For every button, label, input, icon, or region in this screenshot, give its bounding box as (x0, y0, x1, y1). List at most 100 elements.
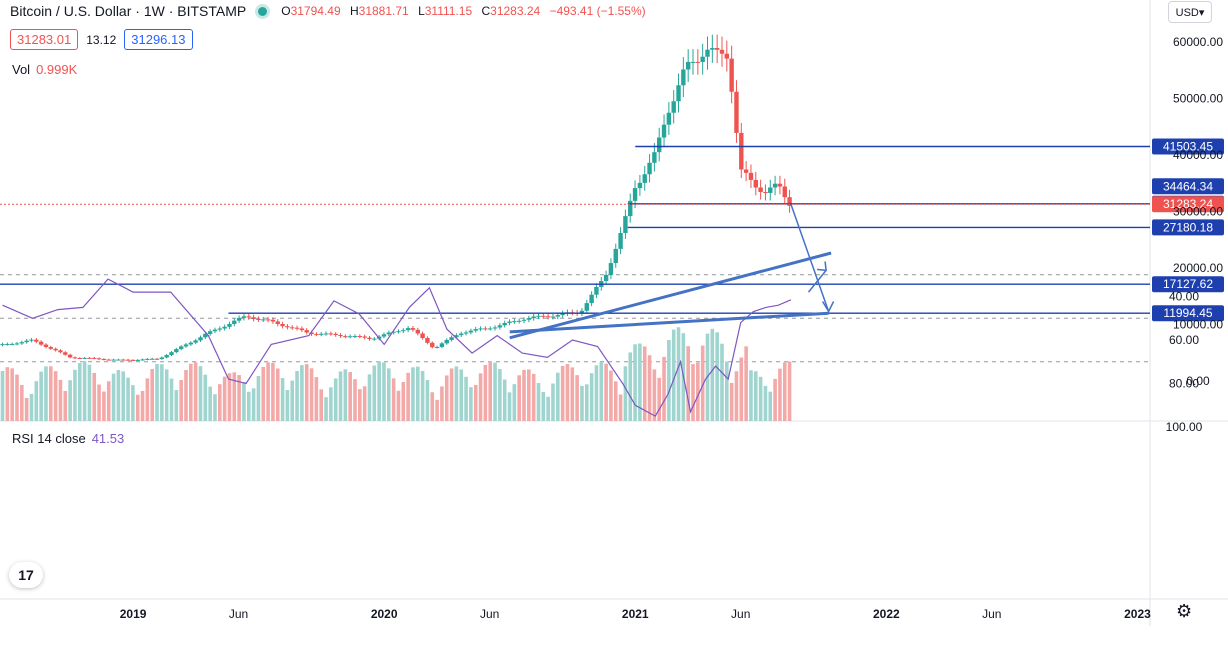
volume-bar-72 (348, 372, 352, 421)
candle-131 (632, 188, 638, 201)
candle-130 (628, 200, 633, 217)
candle-68 (328, 333, 334, 335)
candle-53 (256, 318, 261, 320)
time-tick-4: 2021 (622, 607, 649, 621)
volume-bar-83 (401, 382, 406, 421)
volume-bar-102 (493, 362, 497, 421)
candle-95 (459, 333, 464, 336)
candle-90 (434, 346, 440, 348)
rsi-label[interactable]: RSI 14 close (12, 431, 86, 446)
high-value: 31881.71 (358, 4, 409, 18)
volume-bar-138 (667, 339, 671, 421)
time-tick-3: Jun (480, 607, 499, 621)
volume-bar-124 (599, 361, 604, 421)
candle-23 (111, 359, 116, 361)
candle-111 (536, 315, 541, 317)
candle-1 (5, 343, 10, 345)
candle-132 (637, 182, 643, 189)
candle-28 (135, 359, 140, 361)
candle-134 (647, 162, 652, 175)
volume-bar-36 (174, 390, 179, 421)
volume-bar-87 (420, 370, 425, 421)
candle-56 (270, 319, 276, 322)
volume-bar-41 (198, 366, 203, 421)
volume-bar-38 (184, 369, 188, 421)
candle-76 (367, 337, 372, 340)
candle-72 (347, 336, 353, 338)
volume-bar-53 (256, 376, 261, 421)
candle-136 (657, 137, 662, 153)
volume-bar-140 (676, 327, 681, 421)
candle-98 (473, 329, 478, 331)
rsi-tick-1: 80.00 (1169, 377, 1199, 391)
volume-bar-46 (222, 376, 227, 421)
level-label-3: 31283.24 (1163, 197, 1213, 211)
volume-bar-81 (391, 378, 396, 421)
volume-bar-97 (469, 387, 473, 421)
volume-bar-25 (121, 371, 126, 421)
time-tick-7: Jun (982, 607, 1001, 621)
volume-bar-55 (266, 362, 270, 421)
volume-bar-57 (275, 368, 280, 421)
volume-bar-96 (464, 376, 468, 421)
volume-bar-133 (642, 346, 647, 421)
volume-bar-114 (551, 383, 555, 421)
volume-bar-149 (720, 343, 724, 421)
volume-bar-20 (97, 384, 101, 421)
volume-bar-63 (304, 364, 309, 421)
tradingview-logo-icon[interactable]: 17 (9, 562, 43, 588)
candle-137 (661, 124, 667, 138)
symbol-title[interactable]: Bitcoin / U.S. Dollar · 1W · BITSTAMP (10, 3, 247, 19)
volume-bar-73 (353, 379, 357, 421)
candle-69 (333, 333, 338, 335)
candle-3 (14, 343, 20, 345)
candle-46 (222, 326, 227, 329)
rsi-tick-2: 60.00 (1169, 333, 1199, 347)
volume-bar-109 (527, 369, 531, 421)
volume-label: Vol (12, 62, 31, 77)
candle-141 (681, 69, 686, 86)
currency-selector[interactable]: USD▾ (1168, 1, 1212, 23)
level-label-0: 41503.45 (1163, 140, 1213, 154)
volume-bar-99 (478, 373, 483, 421)
candle-29 (140, 359, 145, 361)
volume-bar-28 (135, 394, 140, 421)
candle-67 (323, 333, 329, 335)
volume-bar-111 (536, 382, 541, 421)
candle-83 (401, 330, 406, 332)
sell-price-button[interactable]: 31283.01 (10, 29, 79, 50)
volume-bar-131 (633, 344, 637, 421)
volume-bar-112 (541, 391, 546, 421)
volume-bar-123 (594, 365, 599, 421)
volume-bar-74 (358, 389, 362, 421)
candle-105 (507, 321, 512, 323)
candle-114 (550, 316, 556, 318)
buy-price-button[interactable]: 31296.13 (124, 29, 193, 50)
volume-bar-70 (338, 371, 343, 421)
candle-21 (101, 359, 107, 361)
gear-icon[interactable]: ⚙ (1176, 601, 1193, 621)
time-tick-2: 2020 (371, 607, 398, 621)
volume-bar-4 (20, 385, 24, 421)
candle-64 (309, 332, 314, 335)
candle-35 (169, 352, 174, 356)
candle-93 (449, 337, 454, 340)
candle-135 (652, 152, 657, 163)
volume-bar-61 (295, 371, 299, 421)
volume-bar-113 (546, 396, 550, 421)
candle-34 (164, 355, 169, 358)
candle-145 (700, 56, 705, 62)
level-label-bg-4 (1152, 219, 1224, 236)
candle-128 (618, 233, 623, 249)
volume-bar-161 (778, 368, 782, 421)
volume-bar-128 (618, 394, 623, 421)
volume-bar-14 (68, 380, 72, 421)
candle-77 (372, 338, 377, 340)
candle-13 (63, 352, 68, 355)
volume-bar-18 (87, 364, 92, 421)
volume-bar-11 (53, 371, 58, 421)
candle-152 (734, 91, 739, 133)
rsi-tick-3: 40.00 (1169, 290, 1199, 304)
